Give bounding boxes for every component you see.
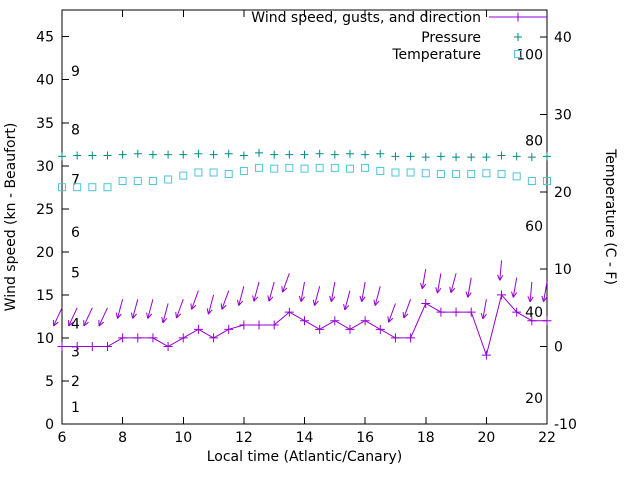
y-left-tick-label: 5 xyxy=(45,374,54,390)
fahrenheit-label: 80 xyxy=(525,133,543,149)
x-tick-label: 20 xyxy=(477,430,495,446)
y-left-tick-label: 15 xyxy=(36,288,54,304)
y-right-tick-label: -10 xyxy=(554,417,577,433)
y-left-tick-label: 30 xyxy=(36,159,54,175)
fahrenheit-scale: 20 40 60 80 100 xyxy=(516,47,543,407)
axes: 6 8 10 12 14 16 18 20 22051015202530354045-10010… xyxy=(36,9,577,446)
y-right-tick-label: 10 xyxy=(554,262,572,278)
x-tick-label: 14 xyxy=(296,430,314,446)
y-left-tick-label: 25 xyxy=(36,202,54,218)
x-tick-label: 10 xyxy=(174,430,192,446)
beaufort-label: 1 xyxy=(71,400,80,416)
y-axis-right: -10 0 10 20 30 40 xyxy=(540,30,577,433)
y-axis-title-left: Wind speed (kn - Beaufort) xyxy=(3,123,19,312)
x-tick-label: 22 xyxy=(538,430,556,446)
legend-label-1: Wind speed, gusts, and direction xyxy=(251,10,481,26)
y-left-tick-label: 10 xyxy=(36,331,54,347)
legend-label-2: Pressure xyxy=(421,30,481,46)
y-right-tick-label: 40 xyxy=(554,30,572,46)
beaufort-label: 2 xyxy=(71,374,80,390)
y-left-tick-label: 0 xyxy=(45,417,54,433)
beaufort-label: 7 xyxy=(71,173,80,189)
y-left-tick-label: 45 xyxy=(36,30,54,46)
x-tick-label: 6 xyxy=(58,430,67,446)
y-left-tick-label: 40 xyxy=(36,73,54,89)
wind-speed-series xyxy=(57,290,552,360)
wind-gust-arrows xyxy=(52,260,548,327)
x-tick-label: 8 xyxy=(118,430,127,446)
fahrenheit-label: 100 xyxy=(516,47,543,63)
x-axis: 6 8 10 12 14 16 18 20 22 xyxy=(58,10,556,446)
fahrenheit-label: 20 xyxy=(525,391,543,407)
beaufort-label: 9 xyxy=(71,64,80,80)
y-right-tick-label: 30 xyxy=(554,107,572,123)
beaufort-label: 4 xyxy=(71,316,80,332)
x-tick-label: 18 xyxy=(417,430,435,446)
beaufort-label: 3 xyxy=(71,345,80,361)
fahrenheit-label: 60 xyxy=(525,219,543,235)
legend-label-3: Temperature xyxy=(391,47,481,63)
y-right-tick-label: 20 xyxy=(554,185,572,201)
beaufort-scale: 1 2 3 4 5 6 7 8 9 xyxy=(71,64,80,416)
legend: Wind speed, gusts, and direction Pressure… xyxy=(251,10,547,63)
y-left-tick-label: 35 xyxy=(36,116,54,132)
temperature-series xyxy=(58,163,551,192)
beaufort-label: 8 xyxy=(71,123,80,139)
beaufort-label: 5 xyxy=(71,266,80,282)
pressure-series xyxy=(58,148,551,162)
y-right-tick-label: 0 xyxy=(554,340,563,356)
beaufort-label: 6 xyxy=(71,225,80,241)
y-axis-left: 0 5 10 15 20 25 30 35 40 45 xyxy=(36,30,69,433)
y-left-tick-label: 20 xyxy=(36,245,54,261)
x-axis-title: Local time (Atlantic/Canary) xyxy=(207,449,403,465)
fahrenheit-label: 40 xyxy=(525,305,543,321)
x-tick-label: 16 xyxy=(356,430,374,446)
y-axis-title-right: Temperature (C - F) xyxy=(602,148,618,285)
x-tick-label: 12 xyxy=(235,430,253,446)
